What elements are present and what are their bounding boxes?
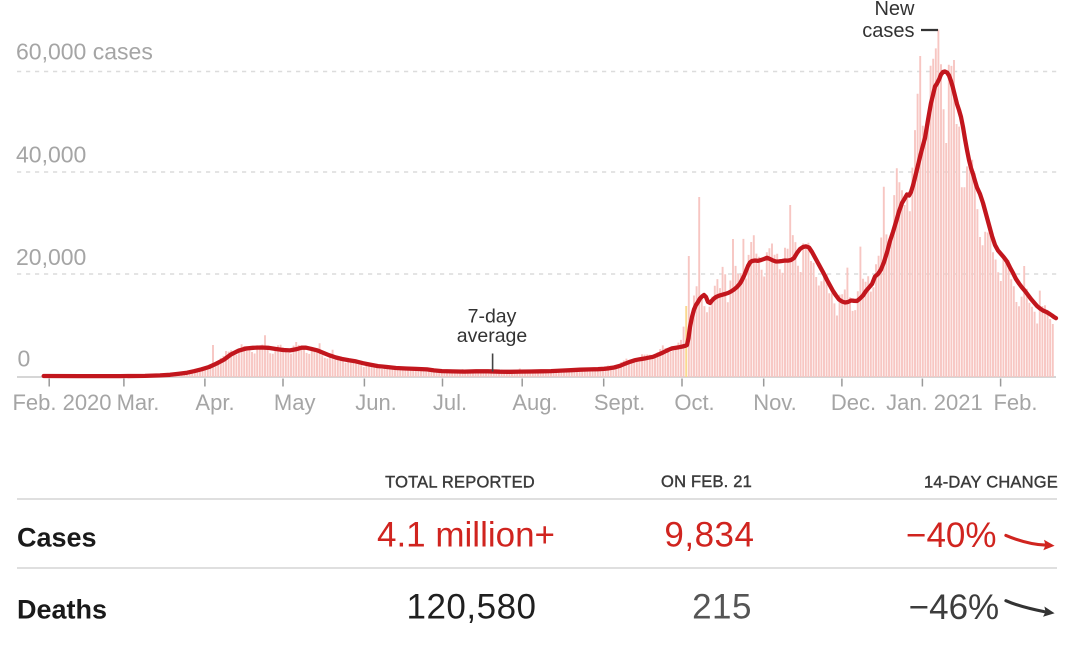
svg-text:215: 215 [692,588,752,627]
svg-text:20,000: 20,000 [16,244,86,270]
svg-text:average: average [457,325,527,347]
svg-text:May: May [274,390,316,415]
svg-text:Deaths: Deaths [17,595,107,625]
svg-text:Mar.: Mar. [117,390,160,415]
svg-text:Aug.: Aug. [512,390,557,415]
svg-text:−40%: −40% [906,516,997,555]
svg-text:Oct.: Oct. [674,390,714,415]
svg-text:Jun.: Jun. [355,390,397,415]
svg-text:120,580: 120,580 [406,588,536,627]
svg-text:Feb. 2020: Feb. 2020 [12,390,111,415]
svg-text:60,000 cases: 60,000 cases [16,39,153,65]
svg-text:Feb.: Feb. [993,390,1037,415]
svg-text:Nov.: Nov. [753,390,797,415]
svg-text:4.1 million+: 4.1 million+ [377,516,555,555]
svg-text:Sept.: Sept. [594,390,645,415]
svg-text:cases: cases [862,20,914,42]
svg-text:ON FEB. 21: ON FEB. 21 [661,473,752,491]
svg-text:TOTAL REPORTED: TOTAL REPORTED [385,474,535,492]
svg-text:40,000: 40,000 [16,142,86,168]
svg-text:−46%: −46% [909,588,1000,627]
svg-text:14-DAY CHANGE: 14-DAY CHANGE [924,474,1058,492]
svg-text:Cases: Cases [17,523,97,553]
svg-text:Apr.: Apr. [195,390,234,415]
svg-text:Jan. 2021: Jan. 2021 [886,390,983,415]
svg-text:0: 0 [18,346,31,372]
svg-text:Dec.: Dec. [831,390,876,415]
svg-text:New: New [874,0,915,20]
svg-text:Jul.: Jul. [433,390,467,415]
svg-text:7-day: 7-day [468,305,517,327]
svg-text:9,834: 9,834 [664,516,754,555]
